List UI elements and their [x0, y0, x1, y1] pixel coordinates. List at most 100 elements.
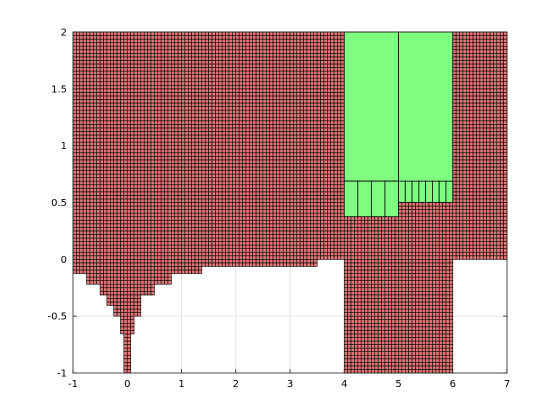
red-cell — [106, 148, 111, 154]
red-cell — [221, 56, 226, 61]
red-cell — [215, 42, 220, 47]
red-cell — [157, 212, 162, 218]
red-cell — [157, 60, 162, 65]
red-cell — [282, 212, 287, 218]
red-cell — [245, 234, 250, 239]
red-cell — [154, 145, 159, 150]
red-cell — [242, 124, 247, 129]
red-cell — [76, 81, 81, 86]
red-cell — [120, 45, 125, 51]
red-cell — [225, 237, 230, 242]
red-cell — [109, 35, 114, 40]
red-cell — [299, 166, 304, 171]
red-cell — [167, 173, 172, 178]
red-cell — [96, 31, 101, 36]
red-cell — [211, 70, 216, 75]
red-cell — [228, 138, 233, 143]
red-cell — [187, 177, 192, 182]
red-cell — [150, 291, 155, 296]
red-cell — [150, 269, 155, 274]
red-cell — [164, 280, 169, 285]
red-cell — [289, 145, 294, 150]
red-cell — [143, 234, 148, 239]
red-cell — [306, 42, 311, 47]
red-cell — [218, 45, 223, 51]
red-cell — [187, 53, 192, 58]
red-cell — [289, 255, 294, 260]
red-cell — [79, 53, 84, 58]
red-cell — [103, 209, 108, 214]
red-cell — [82, 74, 87, 79]
red-cell — [289, 120, 294, 125]
red-cell — [140, 92, 145, 97]
red-cell — [174, 262, 179, 267]
red-cell — [82, 266, 87, 271]
red-cell — [171, 92, 176, 97]
red-cell — [218, 187, 223, 193]
red-cell — [164, 198, 169, 203]
red-cell — [167, 70, 172, 75]
red-cell — [238, 173, 243, 178]
red-cell — [191, 60, 196, 65]
red-cell — [187, 227, 192, 232]
red-cell — [109, 124, 114, 129]
red-cell — [187, 180, 192, 186]
red-cell — [289, 35, 294, 40]
red-cell — [218, 230, 223, 235]
red-cell — [164, 113, 169, 118]
red-cell — [255, 127, 260, 132]
red-cell — [306, 70, 311, 75]
red-cell — [249, 45, 254, 51]
red-cell — [310, 244, 315, 249]
red-cell — [269, 99, 274, 104]
red-cell — [109, 255, 114, 260]
red-cell — [262, 262, 267, 267]
red-cell — [218, 31, 223, 36]
red-cell — [171, 244, 176, 249]
red-cell — [72, 127, 77, 132]
red-cell — [232, 234, 237, 239]
red-cell — [228, 145, 233, 150]
red-cell — [204, 216, 209, 221]
red-cell — [164, 237, 169, 242]
red-cell — [293, 237, 298, 242]
red-cell — [160, 60, 165, 65]
red-cell — [164, 195, 169, 200]
red-cell — [157, 191, 162, 196]
red-cell — [242, 180, 247, 186]
red-cell — [133, 184, 138, 189]
red-cell — [198, 109, 203, 114]
red-cell — [252, 255, 257, 260]
red-cell — [116, 84, 121, 90]
red-cell — [137, 184, 142, 189]
red-cell — [150, 63, 155, 68]
red-cell — [160, 109, 165, 114]
red-cell — [154, 191, 159, 196]
red-cell — [299, 45, 304, 51]
red-cell — [123, 145, 128, 150]
red-cell — [96, 198, 101, 203]
red-cell — [286, 77, 291, 83]
red-cell — [276, 248, 281, 253]
red-cell — [123, 283, 128, 289]
red-cell — [228, 223, 233, 228]
red-cell — [201, 56, 206, 61]
red-cell — [249, 163, 254, 168]
red-cell — [255, 259, 260, 264]
red-cell — [137, 262, 142, 267]
red-cell — [143, 180, 148, 186]
red-cell — [303, 141, 308, 146]
red-cell — [96, 205, 101, 210]
red-cell — [72, 53, 77, 58]
red-cell — [133, 145, 138, 150]
red-cell — [279, 184, 284, 189]
red-cell — [215, 63, 220, 68]
red-cell — [238, 184, 243, 189]
red-cell — [174, 209, 179, 214]
red-cell — [133, 205, 138, 210]
red-cell — [174, 234, 179, 239]
red-cell — [187, 166, 192, 171]
red-cell — [103, 262, 108, 267]
red-cell — [120, 163, 125, 168]
red-cell — [221, 198, 226, 203]
